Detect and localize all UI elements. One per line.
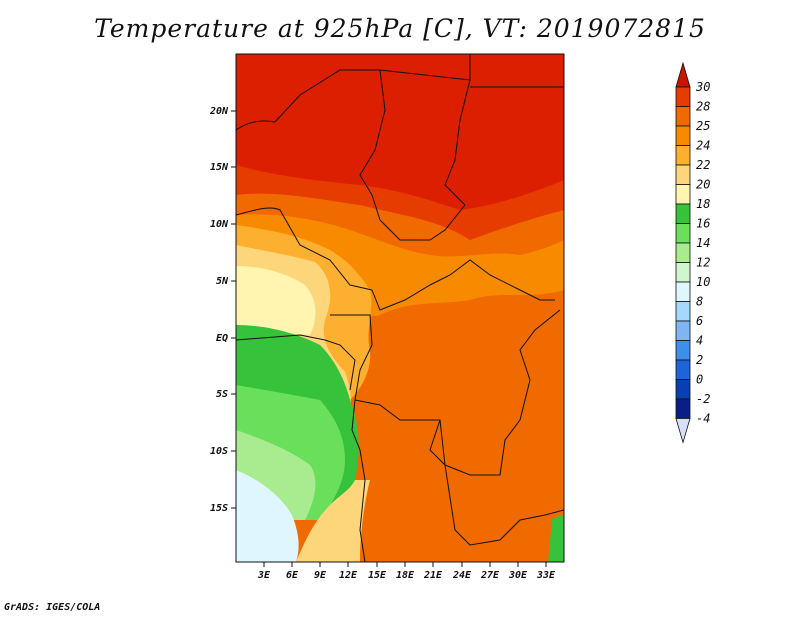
colorbar-label: 12 bbox=[696, 256, 710, 270]
zone-16-east bbox=[548, 515, 564, 562]
lon-label: 33E bbox=[536, 570, 556, 581]
colorbar-swatch bbox=[675, 184, 691, 205]
zone-20-south bbox=[296, 480, 370, 562]
colorbar-swatch bbox=[675, 223, 691, 244]
latitude-axis: 20N 15N 10N 5N EQ 5S 10S 15S bbox=[209, 106, 236, 514]
lon-label: 24E bbox=[452, 570, 472, 581]
zone-25-east bbox=[520, 395, 564, 501]
lon-label: 6E bbox=[286, 570, 299, 581]
colorbar-label: 14 bbox=[696, 236, 710, 250]
map-title: Temperature at 925hPa [C], VT: 201907281… bbox=[94, 14, 706, 43]
country-borders bbox=[236, 54, 564, 562]
colorbar-label: 8 bbox=[696, 295, 703, 309]
colorbar-label: 25 bbox=[696, 119, 710, 133]
colorbar-label: -2 bbox=[696, 392, 710, 406]
colorbar-swatch bbox=[675, 125, 691, 146]
lon-label: 18E bbox=[396, 570, 415, 581]
colorbar-swatch bbox=[675, 301, 691, 322]
lon-label: 30E bbox=[508, 570, 528, 581]
lat-label: 10S bbox=[210, 446, 228, 457]
lat-label: EQ bbox=[216, 333, 228, 344]
temperature-field bbox=[236, 54, 564, 562]
colorbar-swatch bbox=[675, 203, 691, 224]
colorbar-swatch bbox=[675, 262, 691, 283]
colorbar-top-arrow bbox=[675, 61, 691, 88]
grads-credit: GrADS: IGES/COLA bbox=[4, 602, 101, 613]
lon-label: 27E bbox=[480, 570, 500, 581]
lat-label: 10N bbox=[210, 219, 229, 230]
colorbar-swatch bbox=[675, 145, 691, 166]
lon-label: 9E bbox=[314, 570, 327, 581]
longitude-axis: 3E 6E 9E 12E 15E 18E 21E 24E 27E 30E 33E bbox=[257, 562, 556, 581]
colorbar-swatch bbox=[675, 320, 691, 341]
colorbar-label: 28 bbox=[696, 100, 710, 114]
zone-24-south bbox=[360, 472, 564, 562]
colorbar-swatch bbox=[675, 340, 691, 361]
lon-label: 3E bbox=[257, 570, 271, 581]
colorbar-label: 0 bbox=[696, 373, 703, 387]
lat-label: 15N bbox=[210, 162, 229, 173]
lon-label: 21E bbox=[423, 570, 443, 581]
colorbar-swatch bbox=[675, 106, 691, 127]
zone-18 bbox=[236, 266, 316, 335]
colorbar-swatch bbox=[675, 281, 691, 302]
colorbar-label: 2 bbox=[696, 353, 703, 367]
map-frame bbox=[235, 53, 565, 563]
colorbar-swatch bbox=[675, 242, 691, 263]
colorbar-label: 10 bbox=[696, 275, 710, 289]
colorbar-label: 30 bbox=[695, 80, 710, 94]
colorbar-swatch bbox=[675, 164, 691, 185]
colorbar-label: 4 bbox=[696, 334, 703, 348]
colorbar-label: 16 bbox=[696, 217, 710, 231]
colorbar-swatch bbox=[675, 86, 691, 107]
colorbar-swatch bbox=[675, 398, 691, 419]
colorbar-label: 6 bbox=[696, 314, 703, 328]
colorbar-label: 18 bbox=[696, 197, 710, 211]
lat-label: 20N bbox=[209, 106, 229, 117]
colorbar-label: 24 bbox=[696, 139, 710, 153]
colorbar-swatch bbox=[675, 359, 691, 380]
lat-label: 15S bbox=[210, 503, 228, 514]
lat-label: 5S bbox=[216, 389, 228, 400]
colorbar-label: 20 bbox=[696, 178, 710, 192]
lat-label: 5N bbox=[216, 276, 229, 287]
colorbar-bottom-arrow bbox=[675, 418, 691, 444]
zone-10 bbox=[236, 470, 299, 562]
colorbar-label: 22 bbox=[696, 158, 710, 172]
lon-label: 15E bbox=[368, 570, 387, 581]
colorbar-label: -4 bbox=[696, 412, 710, 426]
lon-label: 12E bbox=[339, 570, 358, 581]
colorbar-swatch bbox=[675, 379, 691, 400]
